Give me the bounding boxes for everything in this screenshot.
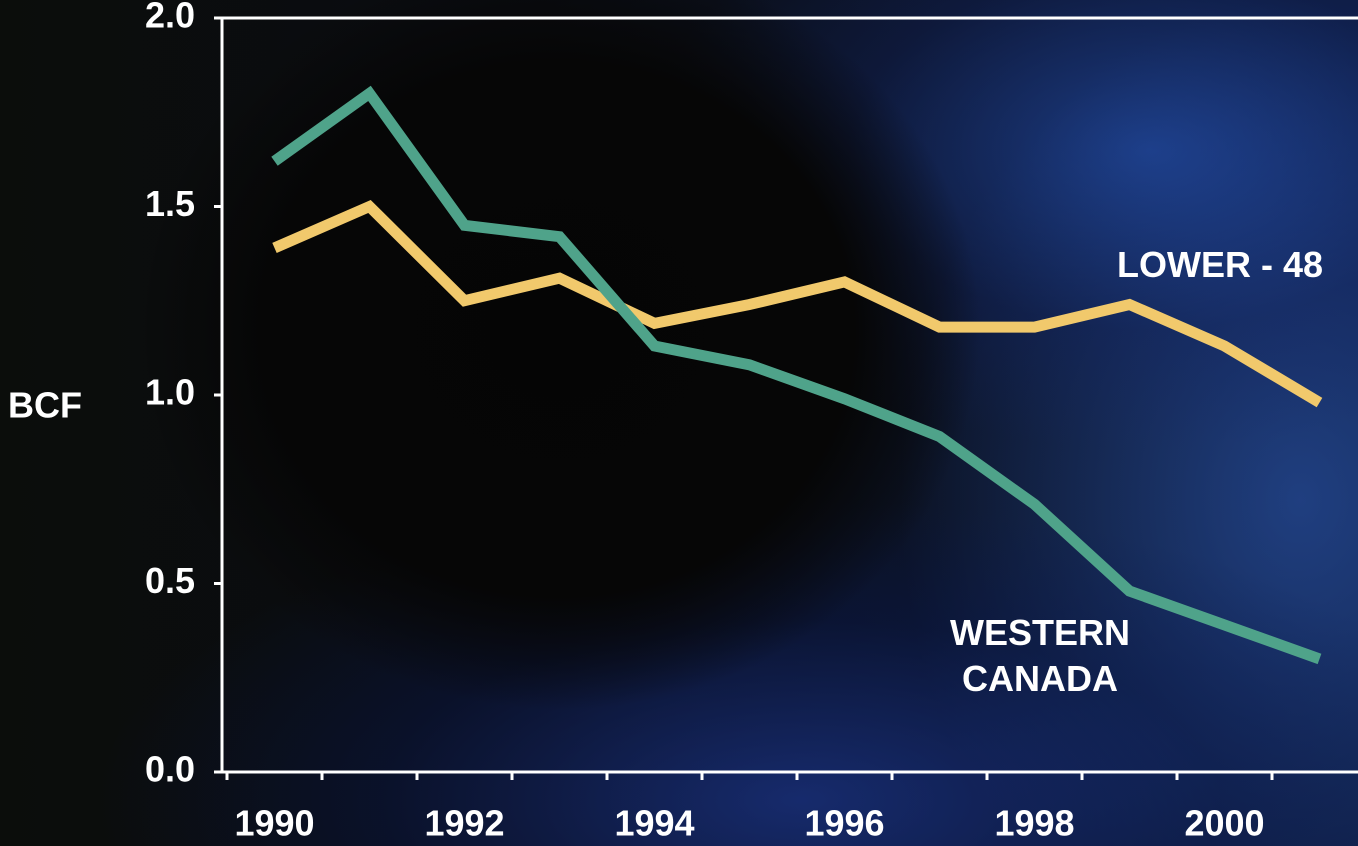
series-line <box>272 199 1323 408</box>
y-tick-label: 1.5 <box>145 183 195 224</box>
x-tick-label: 1992 <box>424 803 504 844</box>
y-tick-label: 2.0 <box>145 0 195 36</box>
x-tick-label: 1990 <box>234 803 314 844</box>
series-label: LOWER - 48 <box>1116 244 1323 285</box>
x-tick-label: 1996 <box>804 803 884 844</box>
y-axis-label: BCF <box>8 385 82 426</box>
series-line <box>271 85 1322 665</box>
y-tick-label: 1.0 <box>145 372 195 413</box>
x-tick-label: 1998 <box>994 803 1074 844</box>
y-tick-label: 0.0 <box>145 749 195 790</box>
y-tick-label: 0.5 <box>145 560 195 601</box>
x-tick-label: 1994 <box>614 803 694 844</box>
series-label: WESTERN CANADA <box>950 612 1130 699</box>
x-tick-label: 2000 <box>1184 803 1264 844</box>
